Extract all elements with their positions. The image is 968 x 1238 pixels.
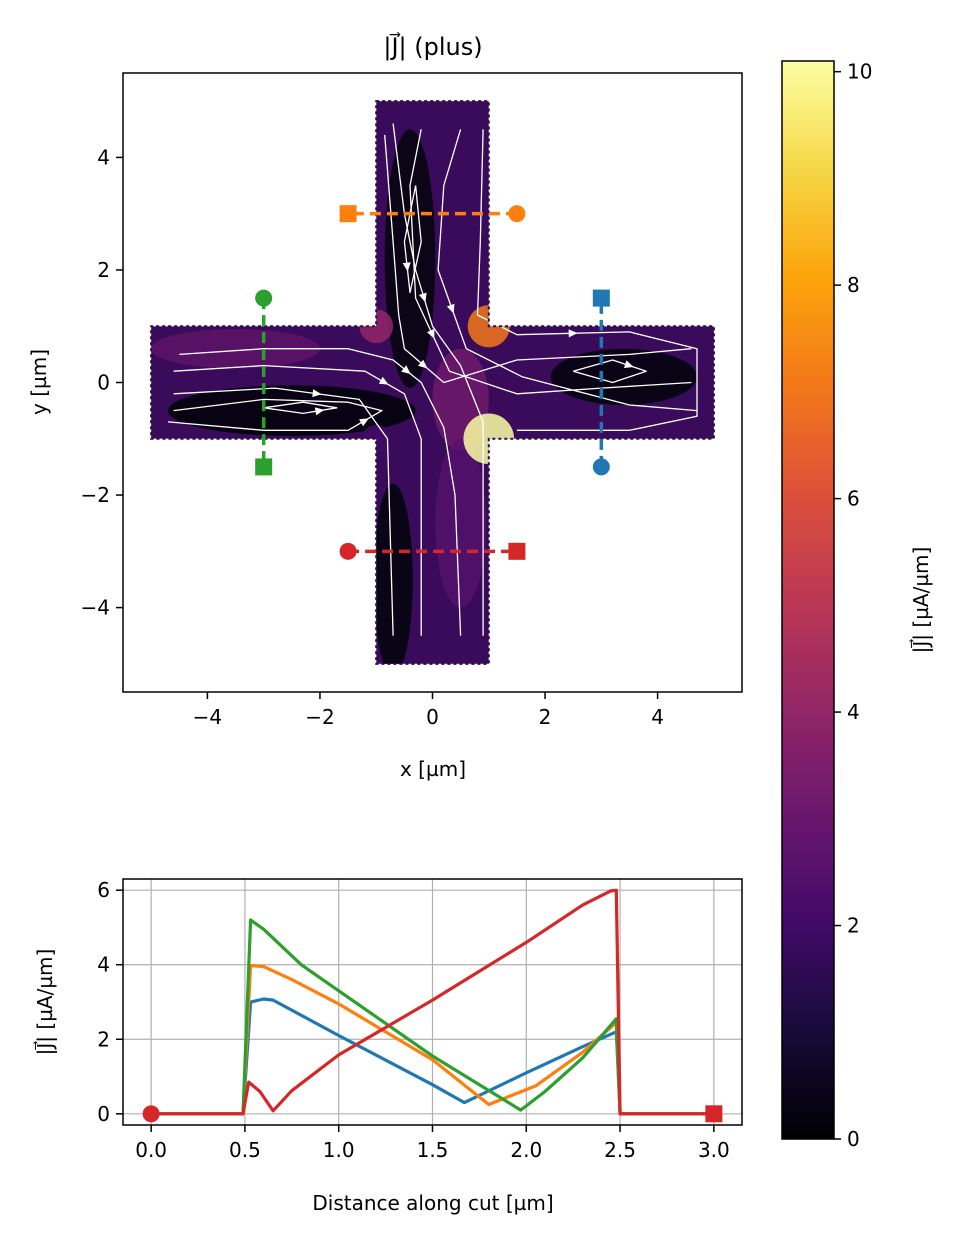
heatmap-y-ticks: −4 −2 0 2 4 [81, 145, 123, 620]
colorbar-tick-label: 0 [847, 1127, 860, 1151]
colorbar-tick-label: 8 [847, 273, 860, 297]
cut-end-marker [255, 458, 273, 476]
line-series [151, 888, 714, 1116]
y-tick-label: 4 [97, 953, 110, 977]
streamline [173, 387, 394, 636]
y-tick-label: 0 [97, 371, 110, 395]
cut-start-marker [255, 289, 273, 307]
x-tick-label: 2 [539, 705, 552, 729]
streamline-arrow [418, 292, 427, 303]
cut-end-marker [339, 205, 357, 223]
streamline-arrow [314, 407, 325, 416]
line-y-label: |J⃗| [µA/µm] [32, 949, 57, 1056]
y-tick-label: 0 [97, 1102, 110, 1126]
x-tick-label: 1.5 [417, 1138, 449, 1162]
x-tick-label: 0.5 [229, 1138, 261, 1162]
hot-spot [359, 309, 394, 344]
colorbar-tick-label: 4 [847, 700, 860, 724]
start-marker [142, 1105, 160, 1123]
x-tick-label: −2 [305, 705, 334, 729]
line-x-ticks: 0.0 0.5 1.0 1.5 2.0 2.5 3.0 [135, 1125, 730, 1162]
colorbar-tick-label: 10 [847, 60, 872, 84]
heatmap-x-ticks: −4 −2 0 2 4 [193, 692, 664, 729]
cut-start-marker [592, 458, 610, 476]
heatmap-x-label: x [µm] [400, 757, 466, 781]
streamline [167, 398, 383, 431]
series-line [151, 888, 714, 1116]
streamline-arrow [427, 328, 435, 339]
shading-region [384, 129, 436, 389]
cut-start-marker [508, 205, 526, 223]
x-tick-label: 2.0 [510, 1138, 542, 1162]
y-tick-label: 4 [97, 145, 110, 169]
streamline [437, 129, 698, 412]
y-tick-label: 2 [97, 1027, 110, 1051]
x-tick-label: 2.5 [604, 1138, 636, 1162]
y-tick-label: −4 [81, 596, 110, 620]
colorbar: 0 2 4 6 8 10 |J⃗| [µA/µm] [781, 60, 933, 1151]
streamline-arrow [418, 359, 428, 369]
x-tick-label: −4 [193, 705, 222, 729]
streamline-arrow [312, 389, 322, 398]
streamline-arrow [401, 365, 411, 375]
streamlines [167, 123, 698, 636]
streamline-arrow [378, 376, 389, 385]
end-marker [705, 1105, 723, 1123]
y-tick-label: 6 [97, 878, 110, 902]
streamline-arrow [568, 329, 578, 338]
x-tick-label: 4 [651, 705, 664, 729]
streamline [476, 129, 698, 431]
heatmap-panel: |J⃗| (plus) −4 −2 0 2 4 −4 −2 0 2 4 x [µm] y [µm… [27, 32, 743, 781]
line-x-label: Distance along cut [µm] [312, 1191, 553, 1215]
streamline-arrow [623, 360, 634, 368]
cut-start-marker [339, 542, 357, 560]
series-line [151, 918, 714, 1116]
streamline [263, 401, 338, 415]
heatmap-y-label: y [µm] [27, 349, 51, 415]
streamline-arrow [402, 262, 411, 272]
cross-field [151, 101, 714, 664]
cut-end-marker [508, 542, 526, 560]
heatmap-title: |J⃗| (plus) [383, 32, 482, 61]
cut-endpoint-markers [142, 1105, 723, 1123]
streamline [403, 185, 422, 294]
x-tick-label: 1.0 [323, 1138, 355, 1162]
x-tick-label: 0 [426, 705, 439, 729]
line-y-ticks: 0 2 4 6 [97, 878, 123, 1126]
y-tick-label: 2 [97, 258, 110, 282]
x-tick-label: 3.0 [698, 1138, 730, 1162]
colorbar-gradient [781, 60, 835, 1140]
shading-region [168, 385, 416, 436]
shading-region [435, 438, 486, 608]
line-panel: 0.0 0.5 1.0 1.5 2.0 2.5 3.0 0 2 4 6 Distance alon… [32, 878, 743, 1215]
x-tick-label: 0.0 [135, 1138, 167, 1162]
shading-region [550, 348, 697, 406]
colorbar-ticks: 0 2 4 6 8 10 [834, 60, 872, 1151]
colorbar-tick-label: 2 [847, 914, 860, 938]
streamline-arrow [359, 418, 369, 427]
line-grid [123, 879, 742, 1125]
shading-region [373, 483, 413, 664]
cut-lines [255, 205, 610, 560]
cross-outline [150, 100, 715, 665]
colorbar-label: |J⃗| [µA/µm] [908, 547, 933, 654]
streamline [573, 359, 647, 384]
shading-region [151, 329, 320, 369]
y-tick-label: −2 [81, 483, 110, 507]
cut-end-marker [592, 289, 610, 307]
streamline-arrow [446, 303, 455, 314]
cross-background [151, 101, 714, 664]
colorbar-tick-label: 6 [847, 487, 860, 511]
